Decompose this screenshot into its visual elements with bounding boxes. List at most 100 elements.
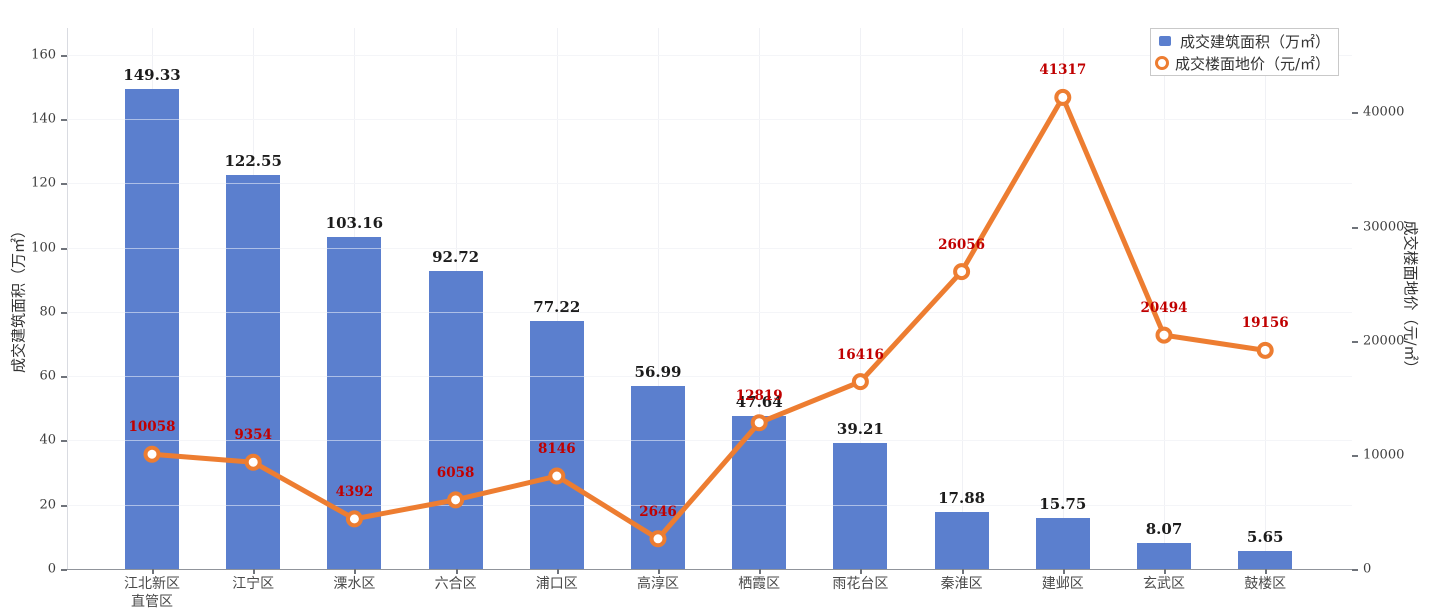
- right-axis-tick-label: 10000: [1363, 447, 1405, 463]
- x-axis-category-label[interactable]: 鼓楼区: [1244, 576, 1287, 592]
- line-value-label: 26056: [938, 236, 986, 253]
- left-axis-tick: [61, 247, 67, 250]
- bar-value-label: 39.21: [836, 419, 884, 438]
- x-axis-tick: [961, 569, 964, 574]
- left-axis-tick: [61, 311, 67, 314]
- bar-value-label: 15.75: [1039, 495, 1087, 514]
- x-axis-category-label[interactable]: 溧水区: [333, 576, 376, 592]
- left-axis-tick: [61, 54, 67, 57]
- bar-value-label: 56.99: [634, 362, 682, 381]
- line-marker-icon[interactable]: [851, 373, 869, 391]
- x-axis-tick: [1164, 569, 1166, 574]
- line-marker-icon[interactable]: [953, 263, 971, 281]
- left-axis-tick: [61, 440, 67, 443]
- bar[interactable]: [226, 175, 281, 569]
- right-axis-tick: [1352, 112, 1358, 115]
- left-axis-tick-label: 60: [39, 368, 56, 384]
- right-axis-tick-label: 40000: [1363, 104, 1405, 120]
- bar-value-label: 8.07: [1145, 520, 1183, 539]
- x-axis-tick: [1265, 569, 1268, 574]
- line-marker-icon[interactable]: [345, 510, 363, 528]
- horizontal-gridline-overlay: [67, 247, 1352, 249]
- bar[interactable]: [1035, 518, 1090, 569]
- bar-value-label: 149.33: [123, 65, 181, 84]
- legend-item-line-series[interactable]: 成交楼面地价（元/㎡）: [1155, 54, 1330, 73]
- x-axis-tick: [860, 569, 863, 574]
- horizontal-gridline-overlay: [67, 311, 1352, 313]
- vertical-gridline: [1164, 28, 1165, 569]
- bar[interactable]: [529, 320, 584, 569]
- vertical-gridline: [1265, 28, 1267, 569]
- line-value-label: 10058: [128, 419, 176, 436]
- plot-area: 149.33 122.55 103.16 92.72 77.22 56.99 47.64 39…: [67, 28, 1352, 569]
- x-axis-category-label[interactable]: 秦淮区: [940, 576, 983, 592]
- left-axis-tick-label: 120: [31, 175, 56, 191]
- line-value-label: 20494: [1140, 300, 1188, 317]
- bar[interactable]: [1137, 543, 1191, 569]
- bar[interactable]: [833, 442, 888, 569]
- bar[interactable]: [1238, 550, 1293, 569]
- legend-label: 成交楼面地价（元/㎡）: [1174, 54, 1330, 73]
- vertical-gridline: [1062, 28, 1064, 569]
- right-axis-tick: [1352, 340, 1358, 343]
- left-axis-title: 成交建筑面积（万㎡）: [9, 222, 28, 374]
- x-axis-category-label[interactable]: 浦口区: [535, 576, 578, 592]
- line-marker-icon[interactable]: [1054, 88, 1072, 106]
- x-axis-category-label[interactable]: 玄武区: [1143, 576, 1185, 592]
- line-marker-icon[interactable]: [143, 445, 161, 463]
- left-axis-line: [67, 28, 68, 569]
- x-axis-line: [67, 569, 1358, 570]
- x-axis-category-label[interactable]: 江宁区: [232, 576, 275, 592]
- left-axis-tick-label: 40: [39, 432, 56, 448]
- legend: 成交建筑面积（万㎡） 成交楼面地价（元/㎡）: [1150, 28, 1339, 76]
- x-axis-category-label[interactable]: 雨花台区: [832, 576, 889, 592]
- bar[interactable]: [428, 270, 483, 569]
- vertical-gridline: [860, 28, 862, 569]
- x-axis-category-label[interactable]: 栖霞区: [738, 576, 781, 592]
- line-marker-icon[interactable]: [244, 453, 262, 471]
- right-axis-tick-label: 0: [1363, 561, 1372, 577]
- x-axis-category-label[interactable]: 江北新区 直管区: [124, 576, 180, 610]
- line-marker-icon[interactable]: [447, 491, 465, 509]
- line-value-label: 8146: [538, 441, 576, 458]
- bar[interactable]: [125, 88, 179, 569]
- horizontal-gridline-overlay: [67, 504, 1352, 506]
- line-value-label: 9354: [234, 427, 272, 444]
- x-axis-category-label[interactable]: 建邺区: [1041, 576, 1084, 592]
- x-axis-tick: [658, 569, 660, 574]
- line-marker-icon[interactable]: [750, 414, 768, 432]
- right-axis-title: 成交楼面地价（元/㎡）: [1401, 220, 1420, 376]
- line-value-label: 16416: [836, 346, 884, 363]
- left-axis-tick-label: 80: [39, 304, 56, 320]
- line-series-swatch-icon: [1155, 55, 1170, 71]
- left-axis-tick-label: 160: [31, 47, 56, 63]
- line-marker-icon[interactable]: [1155, 326, 1173, 344]
- x-axis-category-label[interactable]: 六合区: [434, 576, 477, 592]
- line-value-label: 41317: [1039, 62, 1087, 79]
- right-axis-tick: [1352, 569, 1358, 571]
- right-axis-tick: [1352, 454, 1358, 457]
- x-axis-category-label[interactable]: 高淳区: [637, 576, 679, 592]
- line-marker-icon[interactable]: [1256, 341, 1274, 359]
- line-marker-icon[interactable]: [649, 530, 667, 548]
- horizontal-gridline-overlay: [67, 183, 1352, 185]
- bar[interactable]: [934, 511, 989, 569]
- left-axis-tick-label: 20: [39, 497, 56, 513]
- x-axis-tick: [556, 569, 559, 574]
- bar-value-label: 77.22: [533, 297, 581, 316]
- right-axis-tick-label: 20000: [1363, 333, 1405, 349]
- line-value-label: 12819: [735, 387, 783, 404]
- line-marker-icon[interactable]: [548, 467, 566, 485]
- vertical-gridline: [759, 28, 761, 569]
- x-axis-tick: [354, 569, 357, 574]
- left-axis-tick: [61, 376, 67, 379]
- legend-label: 成交建筑面积（万㎡）: [1179, 32, 1330, 51]
- legend-item-bar-series[interactable]: 成交建筑面积（万㎡）: [1159, 32, 1330, 51]
- left-axis-tick: [61, 569, 67, 571]
- line-value-label: 19156: [1241, 315, 1289, 332]
- x-axis-tick: [455, 569, 458, 574]
- vertical-gridline: [556, 28, 558, 569]
- left-axis-tick-label: 140: [31, 111, 56, 127]
- bar-value-label: 122.55: [224, 152, 282, 171]
- left-axis-tick-label: 100: [31, 240, 56, 256]
